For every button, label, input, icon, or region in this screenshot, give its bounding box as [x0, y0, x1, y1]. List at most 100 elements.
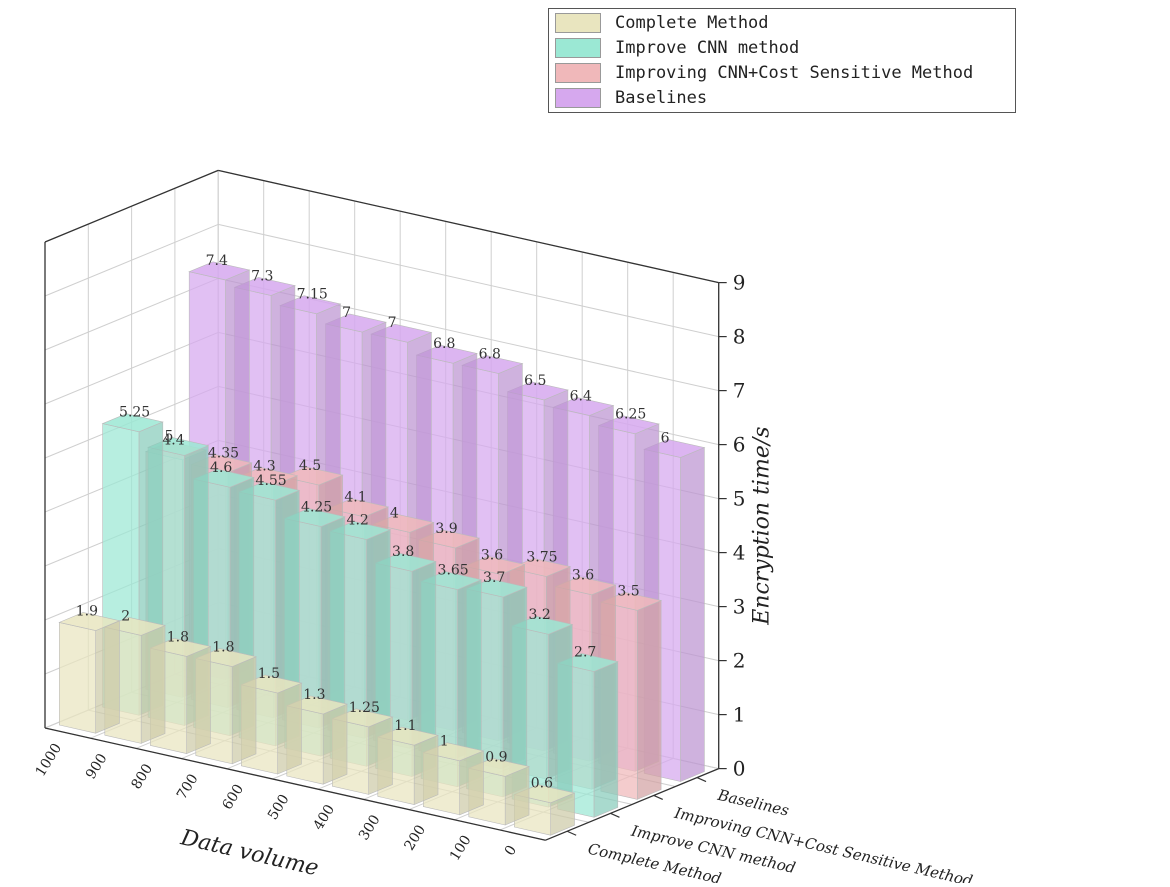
- legend-item: Improving CNN+Cost Sensitive Method: [555, 62, 1010, 84]
- x-tick-label: 500: [265, 792, 293, 823]
- legend-swatch-improve-cnn: [555, 38, 601, 58]
- x-tick-label: 200: [401, 822, 429, 853]
- data-label: 4.3: [253, 458, 275, 474]
- bar-top: [415, 344, 478, 364]
- bar-top: [552, 397, 615, 416]
- bar-top: [281, 466, 344, 486]
- bar-side: [186, 646, 211, 755]
- bar-top: [103, 616, 166, 636]
- z-tick: [610, 812, 620, 818]
- bar-side: [322, 703, 348, 785]
- data-label: 6.25: [615, 407, 646, 423]
- x-tick-label: 700: [174, 771, 202, 802]
- data-label: 4.2: [347, 512, 369, 528]
- x-tick-label: 300: [356, 812, 384, 843]
- bar-top: [554, 576, 617, 596]
- bar-side: [504, 766, 530, 826]
- bar-top: [422, 742, 485, 762]
- data-label: 1: [440, 734, 449, 750]
- legend-label: Baselines: [615, 88, 708, 108]
- legend-item: Baselines: [555, 87, 1010, 109]
- bar-top: [329, 521, 392, 540]
- bar-side: [231, 656, 257, 765]
- bar-side: [680, 447, 705, 782]
- bar-top: [283, 508, 346, 527]
- x-tick-label: 100: [447, 833, 475, 864]
- bar-top: [188, 261, 251, 281]
- y-tick-label: 7: [733, 379, 746, 403]
- data-label: 1.25: [349, 700, 380, 716]
- data-label: 1.3: [303, 687, 325, 703]
- bar-top: [372, 513, 435, 533]
- data-label: 6.8: [479, 346, 501, 362]
- y-tick-label: 9: [733, 271, 746, 295]
- data-label: 3.5: [617, 583, 639, 599]
- data-label: 4.1: [344, 490, 366, 506]
- data-label: 1.9: [76, 603, 98, 619]
- y-tick-label: 0: [733, 757, 746, 781]
- bar-top: [420, 571, 483, 590]
- axis-line: [545, 767, 719, 841]
- data-label: 1.1: [394, 718, 416, 734]
- bar-top: [513, 784, 576, 804]
- axis-line: [44, 727, 546, 841]
- bar-top: [233, 277, 296, 296]
- bar-side: [95, 620, 120, 734]
- bar-top: [508, 558, 572, 577]
- bar-top: [240, 674, 303, 694]
- data-label: 0.6: [531, 776, 553, 792]
- data-label: 1.5: [258, 666, 280, 682]
- data-label: 3.6: [481, 547, 503, 563]
- bar-top: [463, 555, 526, 575]
- data-label: 4: [390, 505, 399, 521]
- data-label: 6.5: [524, 373, 546, 389]
- axis-line: [44, 169, 219, 243]
- legend-item: Improve CNN method: [555, 37, 1010, 59]
- data-label: 2.7: [574, 644, 596, 660]
- bar-top: [599, 591, 663, 611]
- y-tick-label: 1: [733, 703, 746, 727]
- data-label: 1.8: [167, 629, 189, 645]
- y-axis-title: Encryption time/s: [750, 426, 775, 625]
- legend-swatch-baselines: [555, 88, 601, 108]
- data-label: 3.75: [526, 549, 557, 565]
- bar-top: [324, 313, 387, 333]
- z-tick: [566, 830, 577, 836]
- bar-top: [417, 529, 481, 549]
- grid-line: [218, 223, 719, 338]
- bar-side: [459, 750, 484, 816]
- x-tick-label: 400: [310, 802, 338, 833]
- data-label: 7.3: [251, 268, 273, 284]
- legend-item: Complete Method: [555, 12, 1010, 34]
- data-label: 4.35: [208, 446, 239, 462]
- data-label: 3.65: [438, 562, 469, 578]
- bar-side: [140, 625, 166, 744]
- x-tick-label: 600: [219, 782, 247, 813]
- bar-top: [374, 552, 437, 572]
- bar-top: [192, 468, 255, 488]
- bars-layer: [58, 261, 706, 836]
- bar-top: [101, 413, 164, 433]
- bar-top: [461, 355, 524, 374]
- data-label: 0.9: [485, 749, 507, 765]
- y-tick-label: 8: [733, 325, 746, 349]
- data-label: 6: [661, 430, 670, 446]
- x-tick-label: 900: [83, 751, 111, 782]
- bar: [58, 612, 121, 734]
- bar-top: [285, 695, 348, 715]
- data-label: 3.8: [392, 544, 414, 560]
- y-tick-label: 6: [733, 433, 746, 457]
- bar: [422, 742, 485, 816]
- z-tick: [653, 794, 663, 800]
- legend-swatch-cost-sensitive: [555, 63, 601, 83]
- bar-side: [413, 734, 439, 806]
- data-label: 3.6: [572, 568, 594, 584]
- data-label: 4.55: [256, 473, 287, 489]
- bar-top: [643, 439, 706, 458]
- data-label: 7.4: [206, 253, 228, 269]
- bar-top: [465, 578, 528, 598]
- data-label: 4.25: [301, 499, 332, 515]
- data-label: 2: [121, 608, 130, 624]
- bar-top: [370, 323, 433, 343]
